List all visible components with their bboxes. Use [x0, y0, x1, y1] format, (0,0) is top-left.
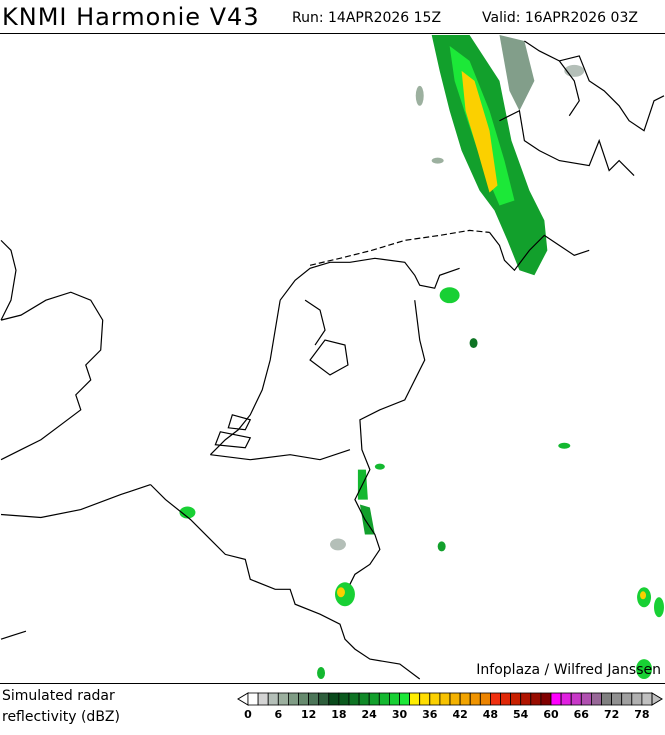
colorbar-swatch [358, 692, 370, 706]
attribution: Infoplaza / Wilfred Janssen [476, 662, 661, 678]
precip-cell [317, 667, 326, 680]
radar-map [0, 33, 665, 684]
precipitation [179, 34, 664, 680]
colorbar-arrow-left [237, 692, 249, 706]
colorbar-swatch [267, 692, 279, 706]
coastlines-borders [0, 40, 665, 680]
colorbar-swatch [459, 692, 471, 706]
precip-light [431, 157, 444, 164]
colorbar-swatch [590, 692, 602, 706]
precip-cell [469, 338, 478, 349]
nl-coast [209, 257, 460, 456]
precip-light [415, 85, 424, 106]
colorbar-swatch [429, 692, 441, 706]
precip-cell [359, 504, 375, 535]
colorbar-swatch [500, 692, 512, 706]
uk-coast [0, 239, 151, 640]
colorbar-swatch [601, 692, 613, 706]
precip-cell [179, 506, 196, 519]
colorbar-swatch [257, 692, 269, 706]
precip-core-yellow [461, 70, 498, 193]
precip-cell [558, 442, 571, 449]
colorbar-tick-label: 78 [634, 708, 649, 721]
colorbar-swatch [560, 692, 572, 706]
precip-cell [439, 287, 460, 304]
colorbar-swatch [510, 692, 522, 706]
colorbar-tick-label: 30 [392, 708, 408, 721]
colorbar-tick-label: 66 [574, 708, 590, 721]
run-time: Run: 14APR2026 15Z [292, 10, 442, 26]
legend-title-line1: Simulated radar [2, 688, 115, 704]
colorbar-swatch [328, 692, 340, 706]
colorbar-swatch [570, 692, 582, 706]
colorbar-tick-label: 12 [301, 708, 316, 721]
colorbar-swatch [469, 692, 481, 706]
colorbar-swatch [409, 692, 421, 706]
precip-band-dark [499, 34, 535, 111]
de-coast [489, 40, 665, 272]
wadden-islands [309, 229, 490, 266]
colorbar-swatch [580, 692, 592, 706]
colorbar-swatch [308, 692, 320, 706]
precip-light [330, 538, 346, 551]
colorbar-tick-label: 42 [452, 708, 467, 721]
ijsselmeer [304, 299, 349, 376]
colorbar-tick-label: 18 [331, 708, 346, 721]
colorbar-swatch [338, 692, 350, 706]
colorbar-swatch [399, 692, 411, 706]
colorbar-swatch [288, 692, 299, 706]
colorbar-tick-label: 72 [604, 708, 619, 721]
colorbar-swatch [419, 692, 431, 706]
colorbar-tick-label: 48 [483, 708, 498, 721]
colorbar: 0 6 12 18 24 30 36 42 48 54 60 66 72 78 [237, 692, 663, 721]
zeeland-islands [214, 414, 252, 449]
colorbar-tick-label: 60 [543, 708, 559, 721]
precip-cell [336, 587, 345, 598]
colorbar-tick-label: 36 [422, 708, 438, 721]
colorbar-swatch [247, 692, 259, 706]
colorbar-swatch [348, 692, 360, 706]
colorbar-swatch [318, 692, 330, 706]
colorbar-tick-label: 6 [274, 708, 282, 721]
precip-cell [654, 597, 664, 618]
colorbar-swatch [530, 692, 542, 706]
colorbar-arrow-right [651, 692, 663, 706]
colorbar-swatch [378, 692, 390, 706]
colorbar-swatch [621, 692, 633, 706]
model-title: KNMI Harmonie V43 [2, 3, 260, 31]
precip-cell [636, 659, 653, 680]
colorbar-tick-label: 0 [244, 708, 252, 721]
legend-title-line2: reflectivity (dBZ) [2, 709, 120, 725]
precip-cell [640, 591, 647, 600]
colorbar-swatch [520, 692, 532, 706]
colorbar-swatch [449, 692, 461, 706]
valid-time: Valid: 16APR2026 03Z [482, 10, 638, 26]
colorbar-swatch [641, 692, 653, 706]
nl-de-border [349, 300, 426, 585]
be-border [150, 449, 421, 680]
colorbar-swatch [388, 692, 400, 706]
precip-cell [374, 463, 385, 470]
colorbar-swatch [631, 692, 643, 706]
precip-cell [437, 541, 446, 552]
colorbar-swatch [439, 692, 451, 706]
colorbar-swatch [479, 692, 491, 706]
colorbar-swatch [540, 692, 552, 706]
colorbar-swatch [489, 692, 501, 706]
colorbar-swatch [277, 692, 289, 706]
colorbar-swatch [611, 692, 623, 706]
colorbar-swatch [368, 692, 380, 706]
legend-title: Simulated radar reflectivity (dBZ) [2, 686, 120, 728]
colorbar-swatch [298, 692, 310, 706]
colorbar-tick-label: 54 [513, 708, 529, 721]
colorbar-swatch [550, 692, 562, 706]
colorbar-tick-label: 24 [362, 708, 378, 721]
